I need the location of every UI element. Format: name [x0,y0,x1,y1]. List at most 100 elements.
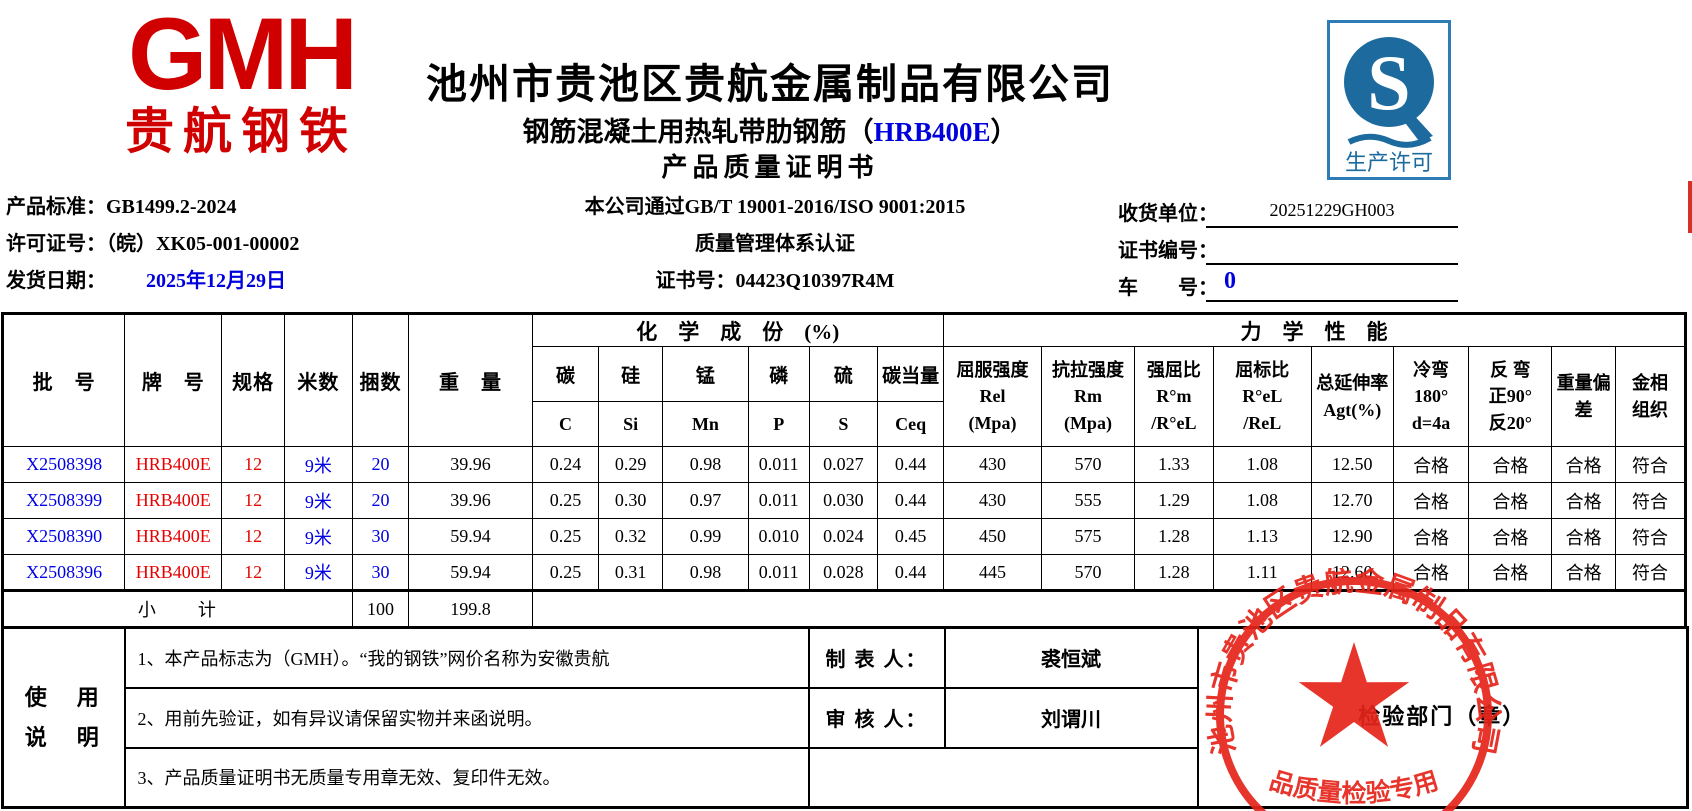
table-cell: 1.28 [1133,554,1214,591]
table-cell: 570 [1040,446,1135,483]
table-cell: 1.13 [1212,518,1312,555]
table-cell: 0.97 [661,482,749,519]
chem-symbol-header: P [747,401,810,447]
table-cell: 0.027 [808,446,879,483]
footer-table: 使 用 说 明 1、本产品标志为（GMH）。“我的钢铁”网价名称为安徽贵航 制 … [1,626,1689,809]
table-cell: 430 [942,446,1042,483]
product-suffix: ） [990,117,1018,147]
table-cell: 符合 [1615,554,1686,591]
qs-q-circle [1344,37,1434,127]
mech-col-header: 抗拉强度 Rm (Mpa) [1040,346,1135,447]
table-cell: 合格 [1468,518,1553,555]
table-cell: 430 [942,482,1042,519]
certificate-title: 产品质量证明书 [661,153,879,182]
table-cell: 0.028 [808,554,879,591]
empty-sign-cell [807,746,1199,809]
table-cell: 9米 [283,518,353,555]
mech-col-header: 重量偏差 [1551,346,1617,447]
table-cell: 1.29 [1133,482,1214,519]
table-cell: 20 [351,482,410,519]
company-name-title: 池州市贵池区贵航金属制品有限公司 [426,61,1114,107]
table-cell: 39.96 [408,446,533,483]
table-cell: 符合 [1615,518,1686,555]
chem-col-header: 碳 [531,346,600,402]
table-cell: 0.45 [877,518,944,555]
mech-group-header: 力 学 性 能 [942,313,1687,347]
vehicle-number-underline [1206,300,1458,302]
table-cell: 0.99 [661,518,749,555]
table-cell: 575 [1040,518,1135,555]
table-cell: 0.011 [747,554,810,591]
logo-brand-text: 贵航钢铁 [124,104,357,159]
table-cell: 0.011 [747,482,810,519]
usage-note-1: 1、本产品标志为（GMH）。“我的钢铁”网价名称为安徽贵航 [123,626,810,689]
chem-col-header: 硫 [808,346,879,402]
table-cell: 555 [1040,482,1135,519]
table-cell: 12 [221,518,285,555]
table-row: X2508399 HRB400E 12 9米 20 39.96 0.25 0.30 0.97 0.… [1,482,1686,519]
mech-col-header: 屈标比 R°eL/ReL [1212,346,1312,447]
product-prefix: 钢筋混凝土用热轧带肋钢筋（ [522,117,874,147]
table-cell: 450 [942,518,1042,555]
inspection-stamp-cell: 检验部门（章） [1196,626,1689,809]
table-cell: 合格 [1392,554,1470,591]
field-cert-number-label: 证书编号： [1118,240,1218,262]
cert-number-value: 20251229GH003 [1269,200,1395,220]
table-cell: 0.32 [598,518,663,555]
field-label: 发货日期： [6,270,106,292]
chem-symbol-header: S [808,401,879,447]
inspection-dept-label: 检验部门（章） [1358,704,1527,729]
mech-col-header: 反 弯正90° 反20° [1468,346,1553,447]
table-cell: 1.08 [1212,482,1312,519]
field-value: GB1499.2-2024 [106,196,237,218]
col-header: 批 号 [1,313,126,447]
product-grade: HRB400E [873,117,991,147]
subtotal-bundles: 100 [351,589,410,628]
table-cell: 合格 [1392,518,1470,555]
qs-production-license-icon: S 生产许可 [1327,20,1451,180]
table-row: X2508398 HRB400E 12 9米 20 39.96 0.24 0.29 0.98 0.… [1,446,1686,483]
cert-no-statement: 证书号：04423Q10397R4M [655,270,895,292]
mech-col-header: 冷弯 180° d=4a [1392,346,1470,447]
table-cell: 合格 [1551,554,1617,591]
chem-group-header: 化 学 成 份 (%) [531,313,944,347]
subtotal-row: 小 计 100 199.8 [2,589,1687,628]
table-cell: 1.11 [1212,554,1312,591]
table-cell: 合格 [1468,446,1553,483]
chem-symbol-header: Ceq [877,401,944,447]
table-cell: 合格 [1551,518,1617,555]
usage-notes-label: 使 用 说 明 [1,626,126,809]
table-cell [531,589,1687,628]
table-cell: 9米 [283,446,353,483]
reviewer-name: 刘谓川 [943,686,1199,749]
usage-label-line: 使 用 [24,684,103,710]
preparer-label: 制 表 人： [807,626,946,689]
table-cell: 12 [221,446,285,483]
table-cell: X2508399 [1,482,126,519]
vehicle-number-value: 0 [1224,268,1236,294]
company-logo: GMH 贵航钢铁 [55,3,427,160]
table-cell: 0.25 [531,554,600,591]
preparer-name: 裘恒斌 [943,626,1199,689]
field-label: 许可证号： [6,233,106,255]
table-cell: 0.24 [531,446,600,483]
quality-data-table: 批 号牌 号规格 米数 捆数重 量化 学 成 份 (%) 力 学 性 能碳硅锰磷硫碳当… [1,312,1687,629]
table-cell: HRB400E [124,518,223,555]
table-cell: 30 [351,554,410,591]
table-cell: 1.08 [1212,446,1312,483]
table-row: X2508390 HRB400E 12 9米 30 59.94 0.25 0.32 0.99 0.… [1,518,1686,555]
table-cell: 39.96 [408,482,533,519]
chem-col-header: 锰 [661,346,749,402]
chem-col-header: 硅 [598,346,663,402]
chem-symbol-header: C [531,401,600,447]
subtotal-label: 小 计 [2,589,353,628]
table-cell: 0.98 [661,446,749,483]
table-cell: 0.29 [598,446,663,483]
table-cell: 12 [221,482,285,519]
table-cell: 0.44 [877,482,944,519]
table-cell: 0.030 [808,482,879,519]
table-cell: 59.94 [408,554,533,591]
field-value: （皖）XK05-001-00002 [106,233,300,255]
red-edge-mark [1688,181,1692,233]
field-vehicle-number-label: 车 号： [1118,277,1218,299]
